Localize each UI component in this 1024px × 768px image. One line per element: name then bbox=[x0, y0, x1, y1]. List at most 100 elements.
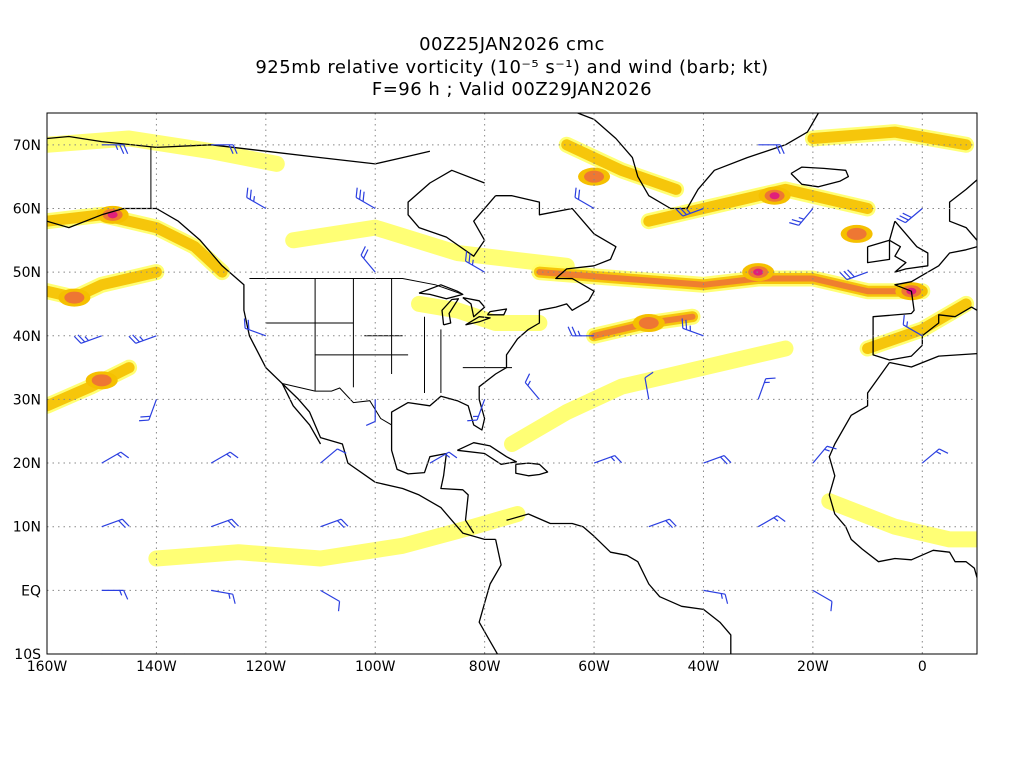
coastline-segment bbox=[462, 296, 486, 318]
longitude-label: 60W bbox=[578, 659, 610, 675]
wind-barb bbox=[320, 589, 341, 612]
vorticity-max-mid bbox=[64, 291, 85, 304]
map-title-field: 925mb relative vorticity (10⁻⁵ s⁻¹) and … bbox=[255, 57, 769, 78]
latitude-label: EQ bbox=[21, 583, 41, 599]
vorticity-band-gulf-alaska-west bbox=[47, 209, 228, 278]
latitude-label: 20N bbox=[13, 456, 41, 472]
wind-barb bbox=[644, 371, 654, 400]
plot-area bbox=[47, 113, 977, 654]
wind-barb bbox=[464, 251, 485, 273]
wind-barb bbox=[524, 373, 540, 400]
wind-barb bbox=[320, 448, 347, 464]
coastline-segment bbox=[457, 442, 518, 465]
vorticity-band-iceland-band bbox=[643, 183, 874, 227]
latitude-label: 60N bbox=[13, 201, 41, 217]
wind-barb bbox=[902, 314, 923, 337]
vorticity-band-itcz-pacific bbox=[148, 506, 526, 567]
longitude-label: 120W bbox=[246, 659, 287, 675]
wind-barb bbox=[467, 399, 486, 422]
wind-barb bbox=[243, 318, 267, 337]
vorticity-max-core bbox=[769, 192, 780, 200]
coastline-segment bbox=[390, 424, 475, 534]
longitude-label: 40W bbox=[688, 659, 720, 675]
wind-barb bbox=[758, 144, 785, 155]
wind-barb bbox=[593, 455, 623, 464]
wind-barb bbox=[703, 589, 729, 604]
latitude-label: 40N bbox=[13, 329, 41, 345]
wind-barb bbox=[574, 187, 595, 210]
longitude-label: 20W bbox=[797, 659, 829, 675]
wind-barb bbox=[320, 518, 349, 529]
wind-barb bbox=[896, 208, 923, 224]
longitude-label: 160W bbox=[27, 659, 68, 675]
vorticity-max-mid bbox=[91, 374, 112, 387]
gridlines bbox=[47, 113, 977, 654]
wind-barb bbox=[365, 399, 376, 426]
coastline-segment bbox=[889, 352, 977, 368]
vorticity-band-pacific-sw bbox=[47, 362, 135, 412]
longitude-labels: 160W 140W 120W 100W 80W 60W 40W 20W 0 bbox=[27, 659, 927, 675]
map-frame bbox=[46, 112, 978, 655]
wind-barb bbox=[101, 144, 129, 155]
longitude-label: 140W bbox=[136, 659, 177, 675]
coastline-segment bbox=[515, 462, 549, 477]
wind-barb bbox=[757, 515, 786, 528]
longitude-label: 80W bbox=[469, 659, 501, 675]
wind-barb bbox=[675, 207, 704, 217]
coastline-segment bbox=[281, 383, 322, 445]
wind-barb bbox=[210, 589, 236, 604]
wind-barb bbox=[73, 334, 102, 344]
coastline-segment bbox=[828, 362, 977, 578]
vorticity-band-central-atl-diag bbox=[504, 340, 794, 452]
wind-barb bbox=[101, 589, 129, 600]
latitude-labels: 70N 60N 50N 40N 30N 20N 10N EQ 10S bbox=[13, 138, 41, 663]
coastline-segment bbox=[47, 207, 496, 541]
wind-barb bbox=[128, 334, 157, 344]
wind-barb bbox=[812, 589, 833, 612]
vorticity-band-norway-band bbox=[807, 126, 972, 151]
wind-barb bbox=[246, 187, 267, 210]
wind-barb bbox=[839, 269, 868, 281]
wind-barb bbox=[429, 451, 458, 464]
coastline-segment bbox=[575, 113, 819, 210]
coastline-segment bbox=[872, 246, 977, 361]
coastline-segment bbox=[866, 239, 891, 264]
vorticity-band-great-lakes bbox=[411, 295, 548, 331]
latitude-label: 50N bbox=[13, 265, 41, 281]
vorticity-max-mid bbox=[638, 317, 659, 330]
longitude-label: 100W bbox=[355, 659, 396, 675]
coastline-segment bbox=[390, 195, 617, 431]
wind-barb bbox=[210, 451, 239, 464]
coastline-segment bbox=[486, 308, 508, 316]
coastline-segment bbox=[506, 513, 732, 654]
coastline-segment bbox=[407, 169, 497, 257]
vorticity-max-mid bbox=[846, 227, 867, 240]
wind-barb bbox=[211, 144, 238, 155]
vorticity-band-west-africa bbox=[821, 493, 977, 548]
vorticity-max-core bbox=[107, 211, 118, 219]
wind-barb bbox=[757, 377, 776, 400]
wind-barb bbox=[681, 318, 704, 337]
longitude-label: 0 bbox=[918, 659, 927, 675]
coastline-segment bbox=[478, 539, 502, 654]
vorticity-shading bbox=[47, 124, 977, 567]
vorticity-band-iberia-band bbox=[862, 298, 972, 354]
wind-barb bbox=[101, 653, 123, 654]
wind-barb bbox=[789, 208, 814, 226]
map-title-valid: F=96 h ; Valid 00Z29JAN2026 bbox=[371, 79, 653, 100]
wind-barb bbox=[648, 518, 677, 529]
political-border bbox=[282, 383, 392, 426]
wind-barb bbox=[360, 246, 376, 273]
coastline-segment bbox=[790, 166, 850, 188]
coastline-segment bbox=[441, 298, 460, 326]
wind-barbs bbox=[73, 144, 949, 654]
wind-barb bbox=[921, 448, 949, 464]
map-title-run: 00Z25JAN2026 cmc bbox=[419, 34, 605, 55]
latitude-label: 10S bbox=[14, 647, 41, 663]
latitude-label: 70N bbox=[13, 138, 41, 154]
wind-barb bbox=[101, 451, 130, 464]
vorticity-max-core bbox=[753, 268, 764, 276]
coastline-segment bbox=[948, 178, 977, 241]
vorticity-max-mid bbox=[584, 170, 605, 183]
